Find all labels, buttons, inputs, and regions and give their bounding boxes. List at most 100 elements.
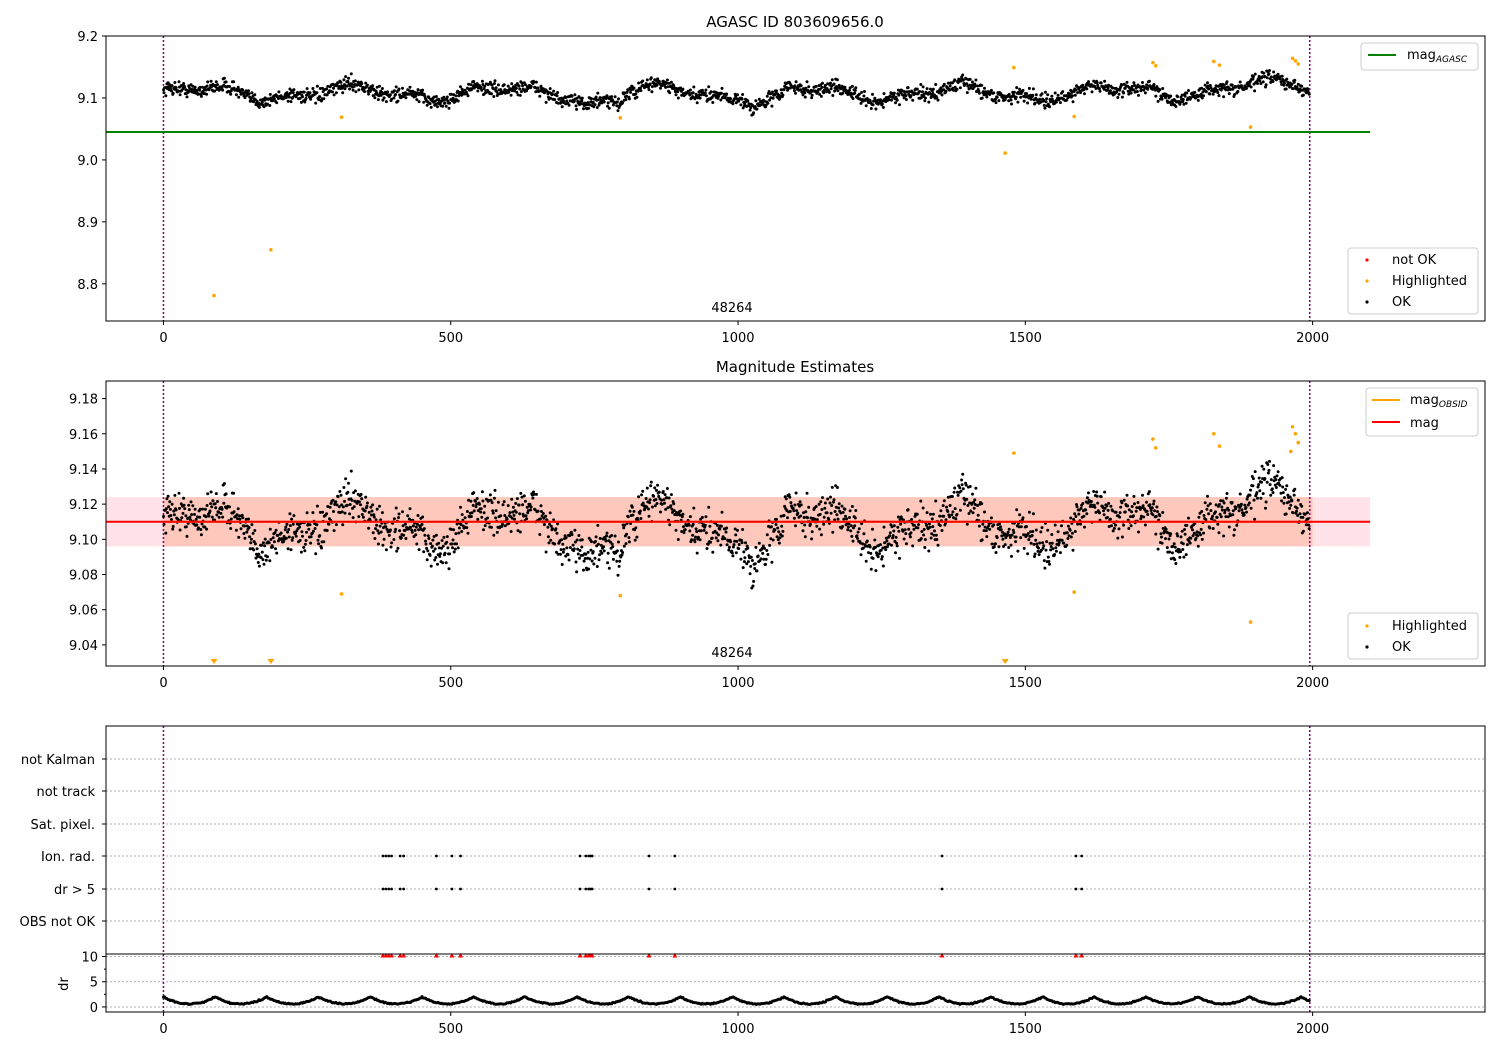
magnitude-ok-point: [987, 524, 991, 528]
magnitude-ok-point: [174, 508, 178, 512]
magnitude-ok-point: [242, 532, 246, 535]
magnitude-ok-point: [716, 539, 720, 543]
agasc-ok-point: [1214, 84, 1218, 88]
magnitude-ok-point: [343, 499, 346, 503]
magnitude-ok-point: [1017, 525, 1021, 529]
magnitude-ok-point: [286, 547, 290, 551]
agasc-ok-point: [199, 94, 203, 98]
agasc-ok-point: [469, 83, 473, 87]
magnitude-ok-point: [213, 502, 217, 506]
magnitude-ok-point: [770, 560, 774, 564]
agasc-ok-point: [692, 85, 696, 89]
magnitude-ok-point: [304, 539, 308, 542]
magnitude-ok-point: [220, 507, 224, 511]
magnitude-ok-point: [687, 523, 691, 527]
agasc-ok-point: [627, 97, 631, 101]
magnitude-ok-point: [1095, 490, 1099, 494]
agasc-ok-point: [221, 88, 225, 92]
magnitude-ok-point: [510, 516, 514, 520]
agasc-ok-point: [171, 91, 175, 95]
magnitude-ok-point: [466, 531, 470, 535]
magnitude-ok-point: [1025, 525, 1028, 528]
magnitude-legend-bottom: Highlighted OK: [1347, 612, 1479, 660]
magnitude-ok-point: [1114, 510, 1118, 514]
magnitude-ok-point: [652, 494, 656, 498]
magnitude-ok-point: [868, 545, 872, 549]
magnitude-ok-point: [1281, 485, 1285, 489]
magnitude-ok-point: [1249, 488, 1253, 492]
magnitude-ok-point: [404, 537, 408, 540]
magnitude-ok-point: [1084, 508, 1088, 512]
magnitude-ok-point: [528, 502, 532, 506]
magnitude-ok-point: [1301, 515, 1305, 519]
magnitude-ok-point: [655, 488, 658, 492]
magnitude-ok-point: [1123, 510, 1127, 514]
magnitude-ok-point: [582, 568, 585, 572]
agasc-highlighted-point: [1293, 58, 1298, 63]
magnitude-ok-point: [670, 507, 674, 511]
magnitude-ok-point: [162, 522, 166, 526]
magnitude-ok-point: [814, 505, 818, 508]
magnitude-ok-point: [205, 504, 209, 507]
agasc-y-tick-label: 9.1: [77, 92, 98, 107]
agasc-ok-point: [636, 89, 640, 93]
magnitude-ok-point: [802, 516, 806, 519]
magnitude-ok-point: [1245, 510, 1248, 514]
magnitude-ok-point: [338, 490, 342, 493]
agasc-ok-point: [748, 108, 752, 112]
magnitude-ok-point: [487, 498, 491, 502]
magnitude-ok-point: [647, 514, 651, 518]
magnitude-ok-point: [1093, 505, 1097, 509]
magnitude-estimates-title: Magnitude Estimates: [716, 358, 874, 376]
magnitude-ok-point: [263, 537, 267, 541]
agasc-ok-point: [444, 104, 448, 108]
agasc-ok-point: [946, 81, 950, 85]
magnitude-ok-point: [1290, 499, 1294, 503]
magnitude-ok-point: [447, 567, 451, 571]
magnitude-ok-point: [1255, 491, 1259, 495]
magnitude-ok-point: [829, 495, 832, 499]
magnitude-ok-point: [165, 497, 169, 501]
magnitude-ok-point: [1191, 534, 1195, 538]
agasc-ok-point: [1145, 83, 1149, 87]
dr-gt-5-flag-point: [390, 887, 393, 891]
magnitude-ok-point: [925, 523, 928, 527]
agasc-ok-point: [1296, 88, 1300, 91]
agasc-ok-point: [325, 87, 329, 91]
magnitude-ok-point: [935, 538, 939, 541]
magnitude-ok-point: [895, 544, 899, 548]
magnitude-ok-point: [1077, 512, 1081, 516]
agasc-ok-point: [1130, 84, 1134, 88]
magnitude-ok-point: [841, 510, 845, 514]
agasc-ok-point: [881, 105, 885, 109]
agasc-ok-point: [650, 90, 654, 94]
agasc-ok-point: [1122, 91, 1126, 95]
agasc-ok-point: [871, 103, 875, 107]
magnitude-ok-point: [972, 506, 976, 510]
legend-mag-label: mag: [1410, 416, 1439, 431]
agasc-ok-point: [669, 80, 673, 84]
magnitude-ok-point: [501, 523, 504, 526]
magnitude-ok-point: [1101, 506, 1105, 509]
magnitude-ok-point: [632, 509, 636, 513]
agasc-ok-point: [829, 87, 833, 91]
magnitude-ok-point: [661, 490, 665, 493]
agasc-ok-point: [695, 93, 699, 97]
agasc-ok-point: [770, 104, 774, 108]
magnitude-ok-point: [465, 526, 469, 530]
magnitude-ok-point: [1014, 540, 1018, 544]
magnitude-ok-point: [861, 542, 865, 546]
agasc-ok-point: [668, 91, 672, 95]
agasc-ok-point: [676, 96, 680, 100]
agasc-ok-point: [523, 83, 527, 87]
magnitude-ok-point: [489, 498, 493, 502]
agasc-ok-point: [904, 94, 908, 98]
magnitude-ok-point: [666, 506, 670, 510]
magnitude-ok-point: [453, 547, 457, 551]
agasc-ok-point: [506, 84, 510, 88]
agasc-ok-point: [902, 96, 906, 100]
magnitude-ok-point: [1122, 498, 1126, 502]
magnitude-ok-point: [1075, 503, 1078, 506]
magnitude-ok-point: [1234, 505, 1238, 509]
magnitude-ok-point: [1145, 509, 1149, 513]
